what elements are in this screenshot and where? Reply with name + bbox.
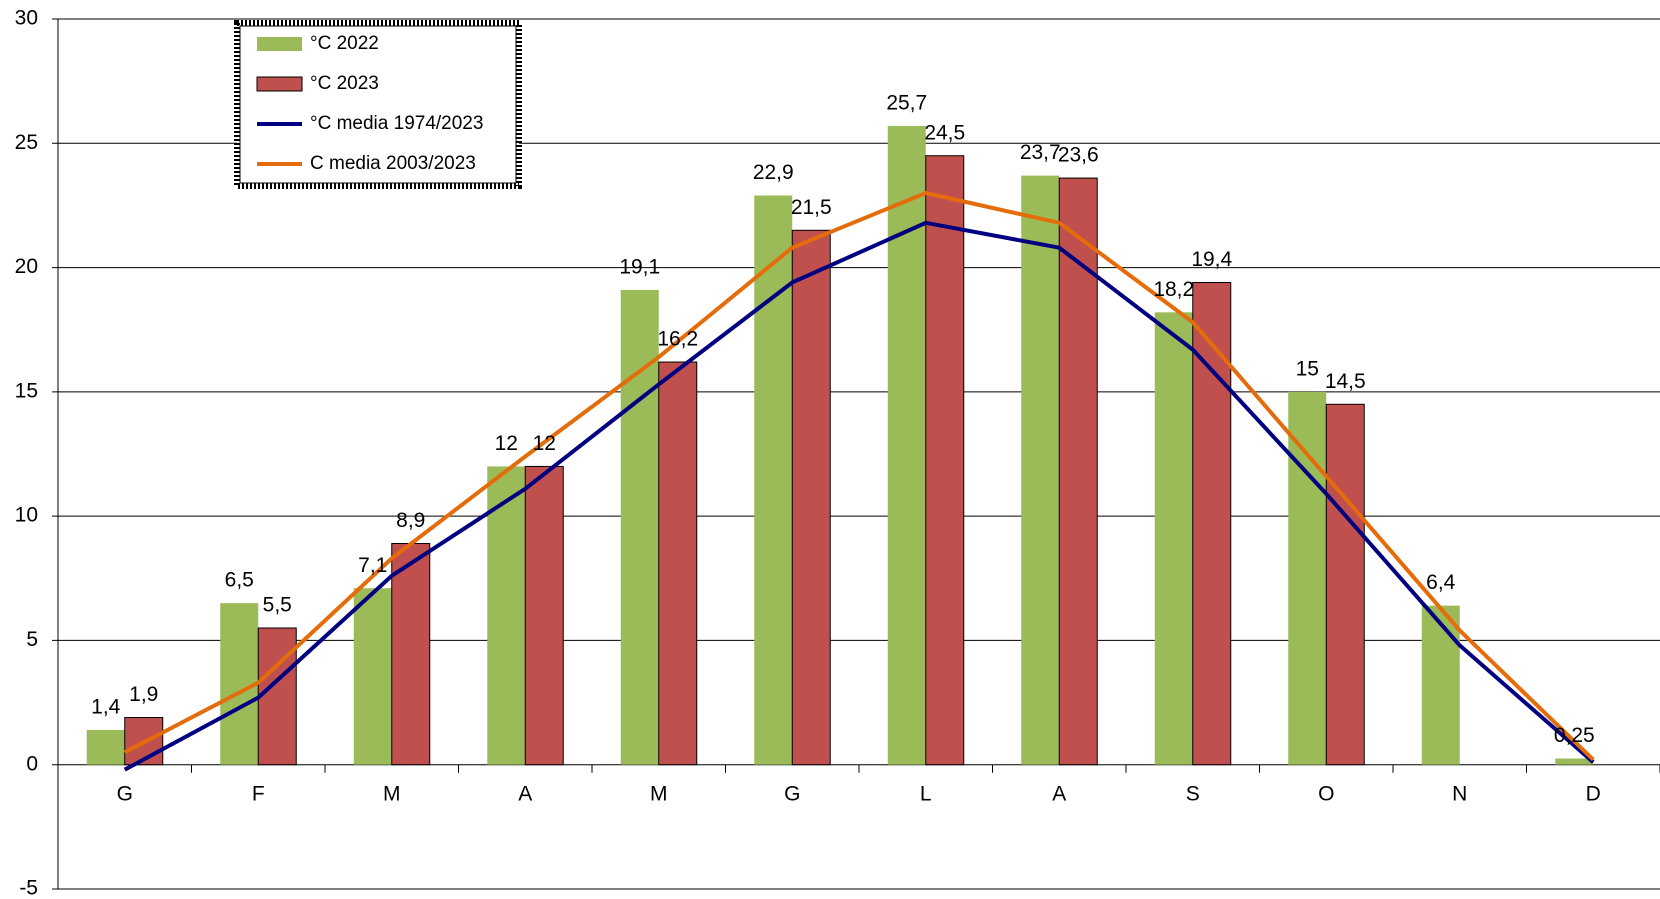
x-tick-label: L (920, 782, 932, 805)
x-tick-label: A (1052, 782, 1066, 805)
bar (1555, 758, 1594, 765)
data-label: 0,25 (1554, 724, 1595, 747)
data-label: 21,5 (791, 196, 832, 219)
bar (124, 716, 164, 766)
x-tick-label: N (1452, 782, 1467, 805)
bar (391, 542, 431, 766)
bar (1154, 312, 1193, 765)
x-tick-label: D (1586, 782, 1601, 805)
bar (353, 588, 392, 765)
legend-inner (239, 25, 517, 184)
data-label: 1,4 (91, 695, 121, 718)
legend-swatch (257, 37, 302, 51)
data-label: 15 (1296, 357, 1319, 380)
y-tick-label: 5 (26, 628, 38, 651)
data-label: 14,5 (1325, 370, 1366, 393)
data-label: 16,2 (657, 328, 698, 351)
data-label: 8,9 (396, 509, 425, 532)
data-label: 1,9 (129, 683, 158, 706)
bar (791, 229, 831, 766)
legend-label: °C media 1974/2023 (310, 113, 483, 134)
data-label: 23,6 (1058, 144, 1099, 167)
y-tick-label: 30 (15, 7, 38, 30)
bar (887, 125, 926, 765)
bar (86, 729, 125, 765)
y-tick-label: 10 (15, 504, 38, 527)
x-tick-label: G (117, 782, 133, 805)
bar (925, 155, 965, 766)
bar (1421, 605, 1460, 765)
x-tick-label: M (383, 782, 401, 805)
legend-label: °C 2023 (310, 73, 379, 94)
data-label: 19,1 (619, 255, 660, 278)
bar (524, 465, 564, 766)
data-label: 22,9 (753, 161, 794, 184)
y-tick-label: 20 (15, 255, 38, 278)
data-label: 18,2 (1153, 278, 1194, 301)
y-tick-label: 15 (15, 379, 38, 402)
bar (1192, 281, 1232, 766)
x-tick-label: M (650, 782, 668, 805)
line (123, 220, 1595, 772)
legend-swatch (256, 76, 303, 92)
data-label: 25,7 (886, 91, 927, 114)
data-label: 5,5 (263, 594, 292, 617)
x-tick-label: O (1318, 782, 1334, 805)
x-tick-label: G (784, 782, 800, 805)
line (123, 191, 1595, 762)
bar (487, 466, 526, 765)
y-tick-label: 25 (15, 131, 38, 154)
legend-label: C media 2003/2023 (310, 153, 476, 174)
y-tick-label: 0 (26, 752, 38, 775)
data-label: 6,4 (1426, 571, 1456, 594)
bar (1058, 177, 1098, 766)
x-tick-label: F (252, 782, 265, 805)
legend-label: °C 2022 (310, 33, 379, 54)
y-tick-label: -5 (19, 877, 38, 899)
bar (257, 627, 297, 766)
bar (1288, 391, 1327, 765)
data-label: 23,7 (1020, 141, 1061, 164)
bar (1021, 175, 1060, 765)
data-label: 19,4 (1191, 248, 1232, 271)
data-label: 24,5 (924, 121, 965, 144)
bar (658, 361, 698, 766)
data-label: 12 (495, 432, 518, 455)
bar (754, 195, 793, 765)
data-label: 6,5 (225, 569, 254, 592)
x-tick-label: S (1186, 782, 1200, 805)
x-tick-label: A (518, 782, 532, 805)
data-label: 12 (533, 432, 556, 455)
bar (1325, 403, 1365, 766)
data-label: 7,1 (358, 554, 387, 577)
